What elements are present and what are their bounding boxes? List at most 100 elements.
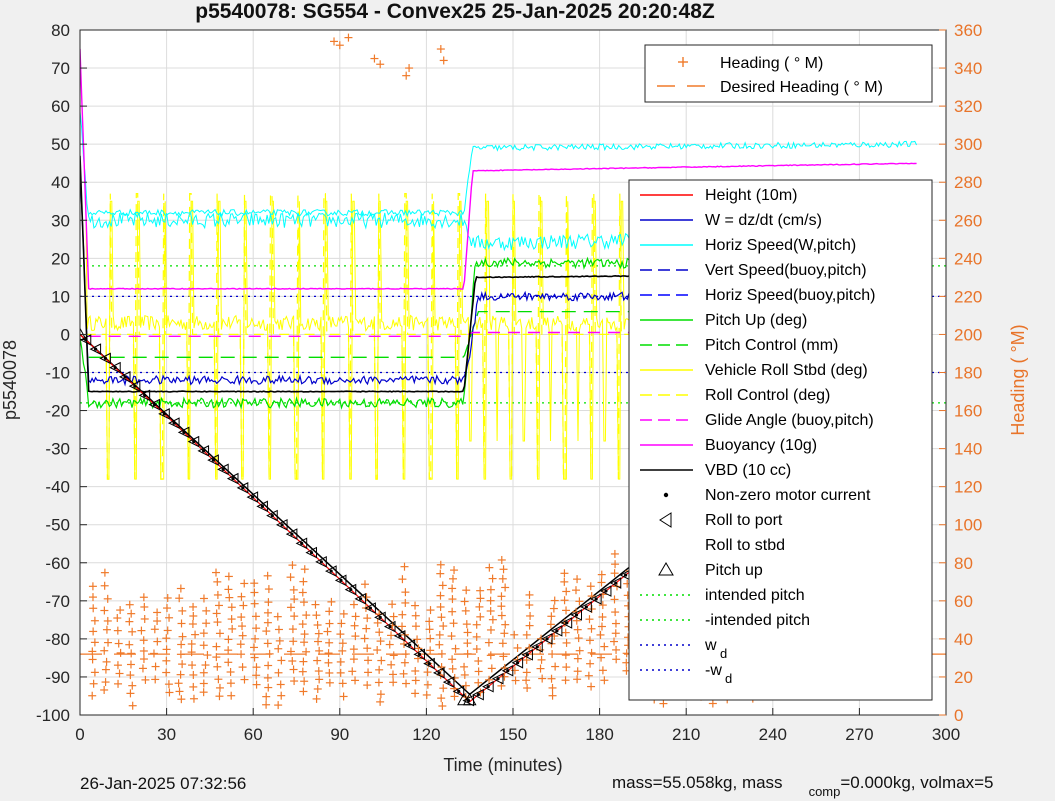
roll-to-port-marker xyxy=(423,657,435,670)
roll-to-port-marker xyxy=(236,482,249,494)
footer-mass-sub: comp xyxy=(809,784,841,799)
motor-current-marker xyxy=(476,693,480,697)
motor-current-marker xyxy=(614,581,618,585)
y2-tick-label: 0 xyxy=(954,706,963,725)
roll-to-port-marker xyxy=(266,509,278,522)
legend-swatch xyxy=(658,562,674,576)
motor-current-marker xyxy=(565,621,569,625)
legend-label: w xyxy=(704,637,717,654)
motor-current-marker xyxy=(182,430,186,434)
motor-current-marker xyxy=(623,573,628,577)
x-axis-ticks: 0 30 60 90 120 150 180 210 240 270 300 xyxy=(75,708,960,744)
motor-current-marker xyxy=(231,477,235,481)
y-axis-ticks: 80 70 60 50 40 30 20 10 0 -10 -20 -30 -40 -50 -60 -70 -8… xyxy=(36,21,87,725)
roll-to-port-marker xyxy=(167,417,180,429)
chart-title: p5540078: SG554 - Convex25 25-Jan-2025 2… xyxy=(195,0,715,23)
roll-to-port-marker xyxy=(374,611,386,624)
motor-current-marker xyxy=(584,605,588,609)
roll-to-port-marker xyxy=(540,633,553,645)
y-tick-label: 0 xyxy=(61,325,70,344)
footer-mass-main: mass=55.058kg, mass xyxy=(612,773,783,792)
roll-to-port-marker xyxy=(187,435,200,448)
motor-current-marker xyxy=(192,440,196,444)
legend-label: Height (10m) xyxy=(705,187,797,204)
pitch-up-marker xyxy=(462,692,477,706)
y-tick-label: -60 xyxy=(45,554,70,573)
y-tick-label: -50 xyxy=(45,516,70,535)
motor-current-marker xyxy=(309,551,314,555)
y2-tick-label: 240 xyxy=(954,249,982,268)
roll-to-port-marker xyxy=(354,593,367,605)
y2-tick-label: 20 xyxy=(954,668,973,687)
motor-current-marker xyxy=(93,347,98,351)
roll-to-port-marker xyxy=(325,565,337,577)
motor-current-marker xyxy=(143,393,147,397)
motor-current-marker xyxy=(103,356,108,360)
roll-to-port-marker xyxy=(128,380,141,392)
roll-to-port-marker xyxy=(511,656,524,669)
y-tick-label: 80 xyxy=(51,21,70,40)
motor-current-marker xyxy=(152,403,157,407)
roll-to-port-marker xyxy=(501,664,514,677)
roll-to-port-marker xyxy=(99,352,111,365)
motor-current-marker xyxy=(417,652,422,656)
y-tick-label: 50 xyxy=(51,135,70,154)
y-tick-label: -90 xyxy=(45,668,70,687)
legend-label: Horiz Speed(W,pitch) xyxy=(705,237,856,254)
roll-to-port-marker xyxy=(217,463,229,476)
x-tick-label: 150 xyxy=(499,725,527,744)
legend-label: Horiz Speed(buoy,pitch) xyxy=(705,287,875,304)
roll-to-port-marker xyxy=(599,585,612,597)
roll-to-port-marker xyxy=(158,408,170,420)
roll-to-port-marker xyxy=(442,676,455,688)
roll-to-port-marker xyxy=(472,688,484,701)
legend-label: Vert Speed(buoy,pitch) xyxy=(705,262,867,279)
x-tick-label: 120 xyxy=(412,725,440,744)
roll-to-port-marker xyxy=(334,574,347,587)
motor-current-marker xyxy=(594,597,598,601)
legend-label: W = dz/dt (cm/s) xyxy=(705,212,822,229)
motor-current-marker xyxy=(270,514,274,518)
y2-tick-label: 120 xyxy=(954,478,982,497)
y2-tick-label: 80 xyxy=(954,554,973,573)
x-tick-label: 0 xyxy=(75,725,84,744)
x-tick-label: 210 xyxy=(672,725,700,744)
motor-current-marker xyxy=(574,613,579,617)
legend-heading-box xyxy=(644,44,933,103)
horiz-speed-buoy-trace xyxy=(88,140,918,218)
legend-label: Pitch Control (mm) xyxy=(705,337,838,354)
roll-to-port-marker xyxy=(432,667,445,679)
y2-tick-label: 180 xyxy=(954,364,982,383)
y-tick-label: 30 xyxy=(51,211,70,230)
roll-to-port-marker xyxy=(118,371,131,383)
y2-axis-ticks: 3603403203002802602402202001801601401201… xyxy=(939,21,982,725)
motor-current-marker xyxy=(378,615,382,619)
motor-current-marker xyxy=(300,541,304,545)
x-tick-label: 270 xyxy=(845,725,873,744)
roll-to-port-marker xyxy=(138,389,151,402)
legend-heading-label: Heading ( ° M) xyxy=(720,55,823,72)
roll-to-port-marker xyxy=(393,630,406,642)
y2-tick-label: 220 xyxy=(954,287,982,306)
legend-main: Height (10m) W = dz/dt (cm/s) Horiz Speed(… xyxy=(628,179,933,701)
roll-to-port-marker xyxy=(89,343,102,355)
legend-swatch xyxy=(663,492,669,498)
motor-current-marker xyxy=(339,578,343,582)
motor-current-marker xyxy=(172,421,176,425)
motor-current-marker xyxy=(358,597,363,601)
roll-to-port-marker xyxy=(295,537,308,550)
y2-tick-label: 360 xyxy=(954,21,982,40)
footer-mass-tail: =0.000kg, volmax=5 xyxy=(840,773,993,792)
y2-tick-label: 320 xyxy=(954,97,982,116)
legend-label: Glide Angle (buoy,pitch) xyxy=(705,412,874,429)
roll-to-port-marker xyxy=(413,648,425,661)
motor-current-marker xyxy=(211,458,215,462)
legend-heading: Heading ( ° M) Desired Heading ( ° M) xyxy=(644,44,933,103)
roll-to-port-marker xyxy=(580,601,592,613)
motor-current-marker xyxy=(388,625,392,629)
legend-label: Pitch Up (deg) xyxy=(705,312,807,329)
y2-tick-label: 60 xyxy=(954,592,973,611)
legend-main-box xyxy=(628,179,933,701)
footer-mass: mass=55.058kg, mass comp=0.000kg, volmax=… xyxy=(612,773,993,799)
